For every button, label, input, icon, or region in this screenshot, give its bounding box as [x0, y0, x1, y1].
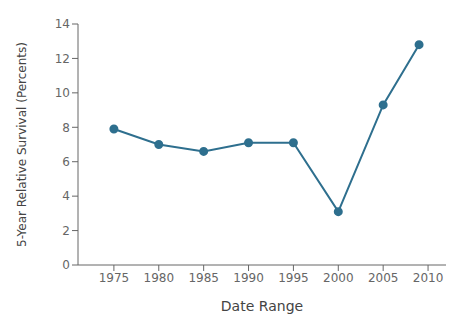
- svg-text:1985: 1985: [188, 271, 219, 285]
- svg-text:14: 14: [55, 17, 70, 31]
- svg-text:2010: 2010: [413, 271, 444, 285]
- svg-text:2005: 2005: [368, 271, 399, 285]
- svg-text:6: 6: [62, 155, 70, 169]
- svg-text:10: 10: [55, 86, 70, 100]
- svg-text:12: 12: [55, 52, 70, 66]
- svg-text:2: 2: [62, 224, 70, 238]
- svg-text:Date Range: Date Range: [221, 298, 303, 314]
- svg-text:0: 0: [62, 258, 70, 272]
- svg-text:1975: 1975: [99, 271, 130, 285]
- svg-text:2000: 2000: [323, 271, 354, 285]
- svg-text:1995: 1995: [278, 271, 309, 285]
- svg-text:8: 8: [62, 121, 70, 135]
- svg-text:1990: 1990: [233, 271, 264, 285]
- svg-text:4: 4: [62, 189, 70, 203]
- svg-text:1980: 1980: [144, 271, 175, 285]
- svg-text:5-Year Relative Survival (Perc: 5-Year Relative Survival (Percents): [15, 42, 29, 247]
